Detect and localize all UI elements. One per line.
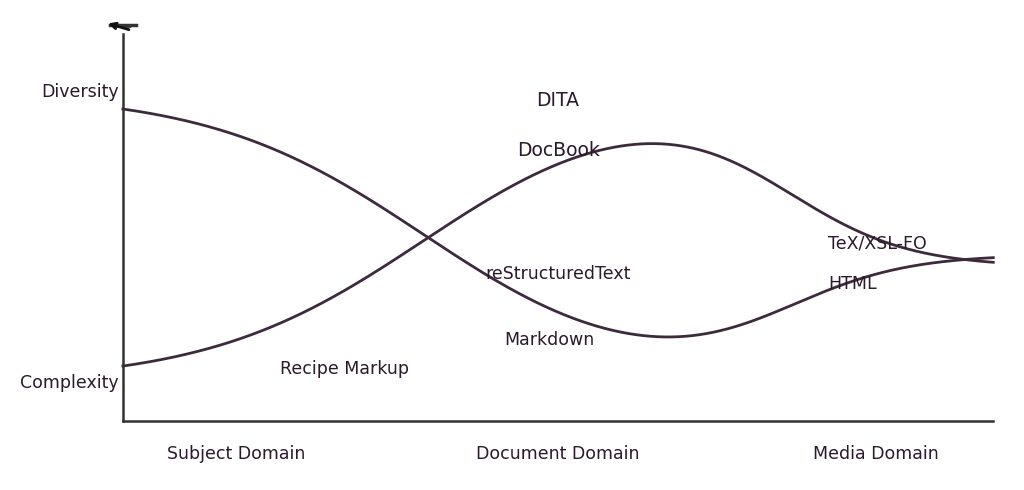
Text: Subject Domain: Subject Domain xyxy=(167,444,305,463)
Text: DocBook: DocBook xyxy=(517,141,599,160)
Text: Media Domain: Media Domain xyxy=(813,444,939,463)
Text: HTML: HTML xyxy=(827,275,877,293)
Text: reStructuredText: reStructuredText xyxy=(485,265,631,283)
Text: DITA: DITA xyxy=(537,91,580,110)
Text: Diversity: Diversity xyxy=(41,83,119,101)
Text: Markdown: Markdown xyxy=(504,331,595,349)
Text: Document Domain: Document Domain xyxy=(476,444,640,463)
Text: Recipe Markup: Recipe Markup xyxy=(280,360,409,378)
Text: Complexity: Complexity xyxy=(19,374,119,392)
Text: TeX/XSL-FO: TeX/XSL-FO xyxy=(827,234,927,252)
